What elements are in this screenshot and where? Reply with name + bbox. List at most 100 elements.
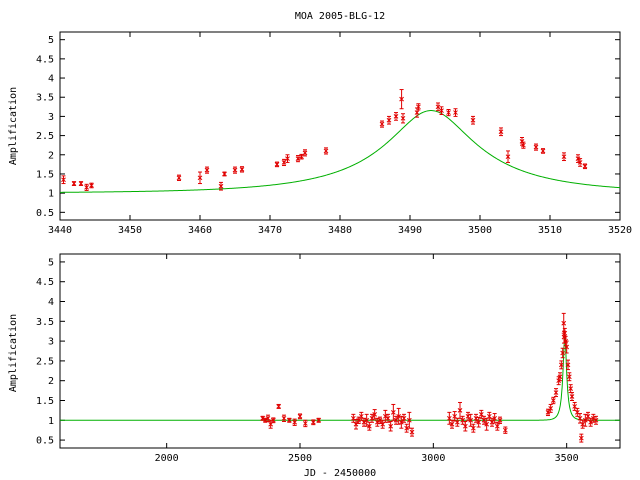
bottom-data-point-35 bbox=[409, 427, 415, 437]
top-point-marker-11 bbox=[239, 167, 245, 172]
bottom-data-point-2 bbox=[265, 414, 271, 422]
bottom-point-marker-26 bbox=[385, 415, 391, 421]
top-data-point-22 bbox=[399, 89, 404, 110]
bottom-data-point-53 bbox=[492, 413, 498, 424]
bottom-data-point-77 bbox=[580, 419, 586, 429]
top-data-point-20 bbox=[386, 115, 392, 125]
top-x-tick-label-1: 3450 bbox=[118, 225, 142, 236]
bottom-point-marker-44 bbox=[468, 417, 474, 423]
bottom-point-marker-56 bbox=[502, 427, 508, 433]
bottom-data-point-4 bbox=[270, 417, 276, 424]
top-x-tick-label-6: 3500 bbox=[468, 225, 492, 236]
top-data-point-8 bbox=[218, 181, 224, 191]
bottom-y-tick-label-8: 4.5 bbox=[36, 277, 54, 288]
bottom-point-marker-23 bbox=[377, 417, 383, 423]
top-data-point-29 bbox=[453, 108, 458, 117]
bottom-data-point-42 bbox=[462, 420, 468, 432]
bottom-point-marker-82 bbox=[593, 417, 599, 423]
top-data-point-12 bbox=[274, 161, 280, 168]
top-data-point-27 bbox=[439, 106, 444, 115]
bottom-y-tick-label-3: 2 bbox=[48, 376, 54, 387]
bottom-point-marker-24 bbox=[380, 421, 386, 427]
bottom-data-point-69 bbox=[564, 340, 570, 354]
top-data-point-10 bbox=[232, 166, 238, 174]
top-point-marker-13 bbox=[281, 160, 287, 165]
top-y-tick-label-3: 2 bbox=[48, 150, 54, 161]
top-data-point-4 bbox=[89, 182, 94, 189]
bottom-data-point-64 bbox=[560, 347, 566, 359]
bottom-point-marker-21 bbox=[372, 411, 378, 417]
top-point-marker-32 bbox=[505, 154, 511, 160]
top-point-marker-8 bbox=[218, 183, 224, 189]
top-data-point-34 bbox=[521, 141, 526, 149]
top-data-point-21 bbox=[393, 112, 399, 121]
top-point-marker-16 bbox=[299, 154, 304, 160]
top-point-marker-29 bbox=[453, 110, 458, 115]
bottom-point-marker-10 bbox=[302, 421, 308, 426]
top-x-tick-label-8: 3520 bbox=[608, 225, 632, 236]
top-point-marker-0 bbox=[61, 177, 66, 183]
top-point-marker-24 bbox=[414, 110, 420, 115]
bottom-data-point-9 bbox=[297, 413, 303, 420]
bottom-data-point-72 bbox=[568, 384, 574, 394]
top-data-point-15 bbox=[295, 155, 301, 163]
top-x-tick-label-2: 3460 bbox=[188, 225, 212, 236]
bottom-point-marker-52 bbox=[489, 419, 495, 425]
top-point-marker-2 bbox=[78, 181, 84, 186]
top-point-marker-35 bbox=[533, 144, 539, 150]
bottom-point-marker-14 bbox=[353, 421, 359, 427]
bottom-data-point-73 bbox=[569, 392, 575, 401]
top-point-marker-6 bbox=[197, 175, 203, 181]
bottom-y-tick-label-5: 3 bbox=[48, 337, 54, 348]
top-point-marker-5 bbox=[176, 175, 182, 181]
top-x-tick-label-5: 3490 bbox=[398, 225, 422, 236]
bottom-data-point-58 bbox=[548, 403, 554, 413]
bottom-data-point-56 bbox=[502, 426, 508, 434]
top-data-point-0 bbox=[61, 175, 66, 185]
top-data-point-26 bbox=[435, 102, 441, 112]
bottom-point-marker-53 bbox=[492, 415, 498, 421]
top-data-point-31 bbox=[498, 127, 504, 137]
chart-title: MOA 2005-BLG-12 bbox=[295, 11, 385, 22]
top-point-marker-20 bbox=[386, 117, 392, 123]
bottom-data-point-62 bbox=[557, 372, 563, 382]
top-y-tick-label-1: 1 bbox=[48, 189, 54, 200]
top-data-point-3 bbox=[84, 183, 89, 191]
bottom-point-marker-8 bbox=[292, 419, 298, 425]
bottom-data-point-1 bbox=[262, 417, 268, 423]
top-data-point-2 bbox=[78, 181, 84, 186]
bottom-data-point-82 bbox=[593, 415, 599, 425]
bottom-x-tick-label-3: 3500 bbox=[555, 453, 579, 464]
bottom-data-point-80 bbox=[588, 417, 594, 427]
top-point-marker-18 bbox=[323, 148, 329, 154]
bottom-point-marker-78 bbox=[582, 417, 588, 423]
bottom-point-marker-42 bbox=[462, 423, 468, 429]
bottom-point-marker-31 bbox=[398, 419, 404, 425]
bottom-point-marker-59 bbox=[550, 398, 556, 403]
bottom-point-marker-6 bbox=[281, 415, 287, 421]
bottom-point-marker-9 bbox=[297, 413, 303, 419]
bottom-data-point-32 bbox=[401, 413, 407, 423]
bottom-y-axis-title: Amplification bbox=[8, 314, 19, 392]
top-data-point-17 bbox=[302, 149, 308, 157]
bottom-data-point-47 bbox=[476, 417, 482, 428]
top-point-marker-30 bbox=[470, 117, 476, 123]
bottom-point-marker-43 bbox=[465, 413, 471, 419]
bottom-x-tick-label-1: 2500 bbox=[288, 453, 312, 464]
bottom-point-marker-11 bbox=[310, 419, 316, 425]
top-point-marker-10 bbox=[232, 167, 238, 173]
bottom-point-marker-55 bbox=[497, 417, 503, 423]
top-data-point-19 bbox=[379, 120, 385, 128]
bottom-point-marker-77 bbox=[580, 421, 586, 427]
bottom-point-marker-27 bbox=[388, 423, 394, 429]
bottom-data-point-75 bbox=[574, 407, 580, 417]
bottom-data-point-49 bbox=[481, 415, 487, 425]
bottom-data-point-12 bbox=[316, 417, 322, 423]
bottom-point-marker-54 bbox=[494, 423, 500, 429]
top-data-point-23 bbox=[400, 113, 406, 124]
bottom-point-marker-64 bbox=[560, 350, 566, 356]
bottom-data-point-13 bbox=[350, 413, 356, 423]
top-data-point-5 bbox=[176, 174, 182, 181]
top-point-marker-27 bbox=[439, 108, 444, 114]
